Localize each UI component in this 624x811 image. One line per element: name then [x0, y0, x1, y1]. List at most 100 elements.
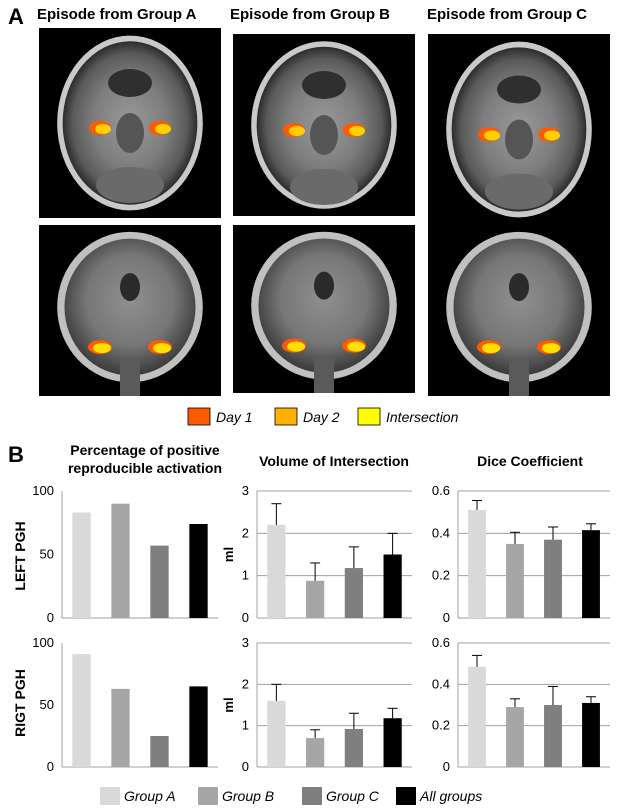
y-tick-label: 1 [242, 718, 249, 733]
bar-group-a [267, 700, 286, 767]
error-bar-group-c [548, 685, 558, 705]
error-bar-group-b [510, 698, 520, 708]
legend-intersection-swatch [357, 407, 381, 426]
error-bar-group-c [348, 712, 359, 729]
y-tick-label: 2 [242, 676, 249, 691]
chart-volume-right: 0 1 2 3 ml [221, 635, 412, 774]
chart-dice-right: 0 0.2 0.4 0.6 [432, 635, 610, 774]
bar-group-b [506, 543, 524, 618]
bar-all-groups [189, 524, 208, 618]
error-bar-all-groups [387, 532, 398, 555]
panel-a-label: A [8, 4, 24, 29]
bar-group-b [506, 707, 524, 767]
coronal-slice-group-a [39, 225, 221, 396]
chart-title-dice: Dice Coefficient [477, 453, 583, 469]
y-tick-label: 0 [242, 759, 249, 774]
panel-b-label: B [8, 442, 24, 467]
column-title-group-b: Episode from Group B [230, 6, 390, 23]
bar-group-c [344, 568, 363, 618]
legend-group-a-label: Group A [124, 788, 176, 804]
bar-all-groups [383, 554, 402, 618]
y-tick-label: 0 [47, 610, 54, 625]
row-label-left-pgh: LEFT PGH [12, 521, 28, 590]
bar-group-a [72, 512, 91, 618]
legend-group-c-swatch [302, 787, 322, 805]
legend-group-a-swatch [100, 787, 120, 805]
y-tick-label: 100 [32, 483, 54, 498]
bar-group-a [468, 666, 486, 767]
y-tick-label: 0.6 [432, 635, 450, 650]
legend-day1-label: Day 1 [216, 409, 253, 425]
legend-group-b-swatch [198, 787, 218, 805]
bar-group-b [306, 738, 325, 767]
legend-group-b-label: Group B [222, 788, 274, 804]
chart-title-percentage-line2: reproducible activation [68, 460, 222, 476]
y-tick-label: 0 [443, 759, 450, 774]
y-axis-label: ml [221, 697, 236, 712]
error-bar-all-groups [387, 707, 398, 719]
group-legend: Group A Group B Group C All groups [100, 787, 482, 805]
bar-all-groups [582, 702, 600, 767]
chart-percentage-left: 0 50 100 [32, 483, 218, 625]
brain-images [39, 28, 610, 396]
y-tick-label: 3 [242, 635, 249, 650]
coronal-slice-group-b [233, 225, 415, 393]
y-tick-label: 3 [242, 483, 249, 498]
chart-dice-left: 0 0.2 0.4 0.6 [432, 483, 610, 625]
error-bar-group-a [271, 683, 282, 701]
bar-group-b [111, 503, 130, 618]
error-bar-group-b [310, 562, 321, 581]
error-bar-group-a [472, 500, 482, 511]
charts: 0 50 100 0 1 2 3 ml 0 0.2 0.4 0.6 0 50 100 0 1 2 3 ml 0 0.2 0.… [32, 483, 610, 774]
y-tick-label: 50 [40, 697, 54, 712]
column-title-group-c: Episode from Group C [427, 6, 587, 23]
legend-intersection-label: Intersection [386, 409, 459, 425]
row-label-rigt-pgh: RIGT PGH [12, 669, 28, 737]
legend-day1-swatch [187, 407, 211, 426]
bar-group-c [544, 539, 562, 618]
brain-legend: Day 1 Day 2 Intersection [187, 407, 459, 426]
error-bar-group-c [548, 526, 558, 540]
bar-group-a [72, 654, 91, 767]
chart-volume-left: 0 1 2 3 ml [221, 483, 412, 625]
bar-group-b [306, 580, 325, 618]
error-bar-group-a [472, 654, 482, 667]
coronal-slice-group-c [428, 225, 610, 396]
y-tick-label: 0.2 [432, 568, 450, 583]
legend-group-c-label: Group C [326, 788, 380, 804]
axial-slice-group-a [39, 28, 221, 218]
legend-day2-swatch [274, 407, 298, 426]
y-axis-label: ml [221, 547, 236, 562]
y-tick-label: 0.2 [432, 718, 450, 733]
error-bar-all-groups [586, 523, 596, 531]
y-tick-label: 0.4 [432, 676, 450, 691]
chart-title-volume: Volume of Intersection [259, 453, 409, 469]
y-tick-label: 0.4 [432, 525, 450, 540]
bar-group-a [468, 510, 486, 618]
y-tick-label: 0 [443, 610, 450, 625]
legend-all-groups-swatch [396, 787, 416, 805]
bar-all-groups [383, 718, 402, 767]
chart-percentage-right: 0 50 100 [32, 635, 218, 774]
chart-title-percentage-line1: Percentage of positive [70, 442, 220, 458]
axial-slice-group-b [233, 34, 415, 216]
y-tick-label: 0 [47, 759, 54, 774]
bar-all-groups [582, 530, 600, 618]
error-bar-group-a [271, 503, 282, 525]
y-tick-label: 1 [242, 568, 249, 583]
error-bar-all-groups [586, 696, 596, 703]
y-tick-label: 100 [32, 635, 54, 650]
y-tick-label: 50 [40, 547, 54, 562]
error-bar-group-c [348, 546, 359, 569]
error-bar-group-b [310, 729, 321, 739]
bar-group-c [344, 728, 363, 767]
column-title-group-a: Episode from Group A [37, 6, 197, 23]
y-tick-label: 2 [242, 525, 249, 540]
bar-group-b [111, 688, 130, 767]
axial-slice-group-c [428, 34, 610, 225]
bar-group-c [544, 705, 562, 767]
legend-day2-label: Day 2 [303, 409, 340, 425]
y-tick-label: 0.6 [432, 483, 450, 498]
legend-all-groups-label: All groups [419, 788, 482, 804]
